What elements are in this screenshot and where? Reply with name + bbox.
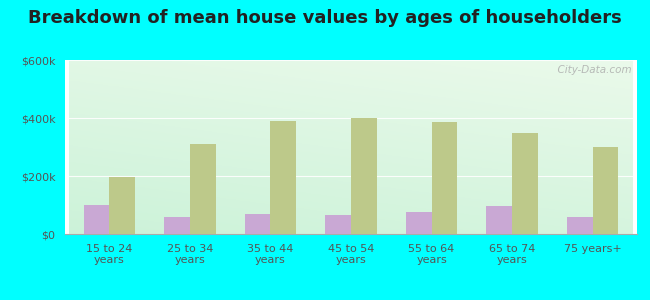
Bar [270, 121, 296, 234]
Bar [325, 215, 351, 234]
Bar [486, 206, 512, 234]
Text: Breakdown of mean house values by ages of householders: Breakdown of mean house values by ages o… [28, 9, 622, 27]
Bar [84, 205, 109, 234]
Bar [351, 118, 377, 234]
Bar [512, 133, 538, 234]
Bar [567, 217, 593, 234]
Bar [109, 178, 135, 234]
Bar [432, 122, 458, 234]
Bar [593, 147, 618, 234]
Bar [164, 217, 190, 234]
Bar [406, 212, 432, 234]
Text: City-Data.com: City-Data.com [551, 65, 631, 75]
Bar [190, 144, 216, 234]
Bar [244, 214, 270, 234]
